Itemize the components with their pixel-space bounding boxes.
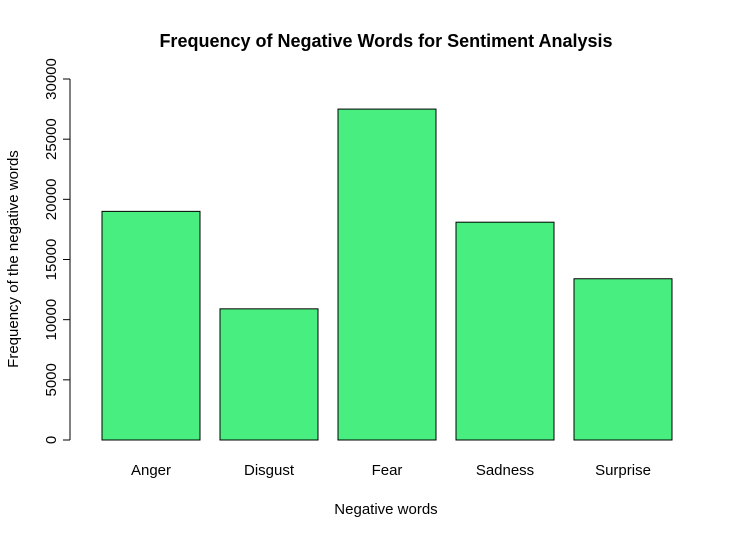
- y-tick-label-5000: 5000: [43, 363, 60, 396]
- y-tick-label-30000: 30000: [43, 58, 60, 100]
- x-tick-labels: Anger Disgust Fear Sadness Surprise: [131, 462, 651, 479]
- x-tick-label-sadness: Sadness: [476, 462, 534, 479]
- y-tick-label-15000: 15000: [43, 239, 60, 281]
- y-tick-label-10000: 10000: [43, 299, 60, 341]
- x-tick-label-anger: Anger: [131, 462, 171, 479]
- bars-group: [101, 108, 673, 441]
- y-tick-label-20000: 20000: [43, 178, 60, 220]
- y-axis: 0 5000 10000 15000 20000 25000 30000: [43, 58, 71, 444]
- bar-anger: [101, 210, 201, 441]
- x-axis-label: Negative words: [334, 501, 437, 518]
- y-tick-label-25000: 25000: [43, 118, 60, 160]
- x-tick-label-disgust: Disgust: [244, 462, 295, 479]
- x-tick-label-surprise: Surprise: [595, 462, 651, 479]
- chart-title: Frequency of Negative Words for Sentimen…: [159, 31, 612, 51]
- y-tick-label-0: 0: [43, 436, 60, 444]
- bar-fear: [337, 108, 437, 441]
- bar-sadness: [455, 221, 555, 441]
- bar-surprise: [573, 278, 673, 441]
- bar-disgust: [219, 308, 319, 441]
- x-tick-label-fear: Fear: [372, 462, 403, 479]
- y-axis-label: Frequency of the negative words: [5, 150, 22, 368]
